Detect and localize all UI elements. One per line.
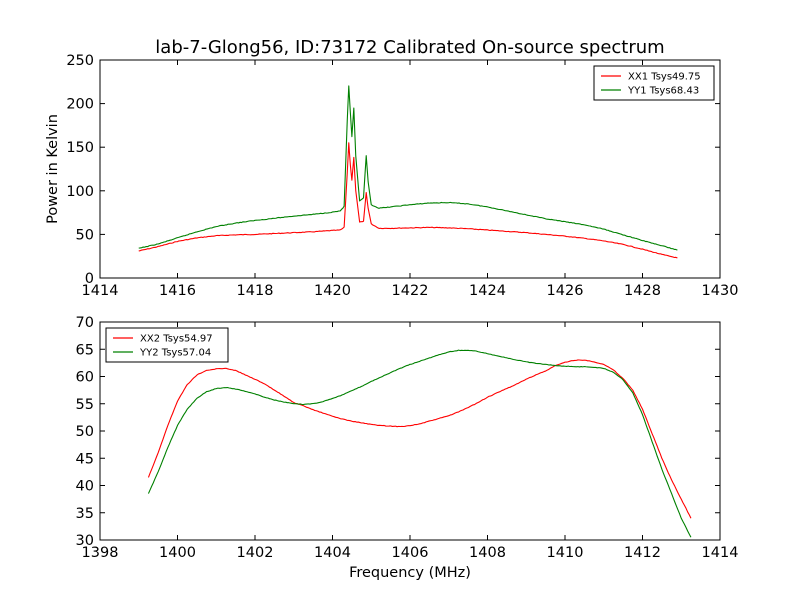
top-panel: 1414 1416 1418 1420 1422 1424 1426 1428 1430 0 50 1… (45, 53, 738, 299)
y-tick-label: 50 (76, 424, 94, 440)
x-axis-label: Frequency (MHz) (349, 565, 471, 581)
x-tick-label: 1430 (702, 283, 739, 299)
y-tick-label: 0 (85, 271, 94, 287)
bottom-panel: 1398 1400 1402 1404 1406 1408 1410 1412 1414 30 35… (76, 315, 739, 581)
top-axes: 1414 1416 1418 1420 1422 1424 1426 1428 1430 0 50 1… (66, 53, 738, 299)
y-tick-label: 45 (76, 451, 94, 467)
y-tick-label: 100 (66, 184, 94, 200)
y-tick-label: 65 (76, 342, 94, 358)
x-tick-label: 1420 (314, 283, 351, 299)
y-tick-label: 55 (76, 397, 94, 413)
x-tick-label: 1408 (469, 545, 506, 561)
legend-label: YY1 Tsys68.43 (627, 86, 699, 97)
x-tick-label: 1406 (392, 545, 429, 561)
x-tick-label: 1402 (237, 545, 274, 561)
series-line-1 (138, 142, 678, 259)
y-tick-label: 70 (76, 315, 94, 331)
x-tick-label: 1422 (392, 283, 429, 299)
y-tick-label: 60 (76, 370, 94, 386)
x-tick-label: 1424 (469, 283, 506, 299)
x-tick-label: 1414 (702, 545, 739, 561)
x-tick-label: 1428 (624, 283, 661, 299)
x-tick-label: 1416 (159, 283, 196, 299)
x-tick-label: 1400 (159, 545, 196, 561)
top-plot-area (138, 85, 678, 259)
top-y-axis-label: Power in Kelvin (45, 114, 61, 224)
x-tick-label: 1412 (624, 545, 661, 561)
series-line-2 (138, 85, 678, 251)
y-tick-label: 40 (76, 479, 94, 495)
bottom-plot-area (147, 349, 692, 538)
y-tick-label: 250 (66, 53, 94, 69)
legend-label: YY2 Tsys57.04 (139, 348, 211, 359)
x-tick-label: 1426 (547, 283, 584, 299)
x-tick-label: 1414 (82, 283, 119, 299)
y-tick-label: 30 (76, 533, 94, 549)
series-line-2 (147, 349, 692, 538)
x-tick-label: 1404 (314, 545, 351, 561)
top-legend: XX1 Tsys49.75 YY1 Tsys68.43 (593, 65, 715, 101)
legend-label: XX2 Tsys54.97 (140, 334, 213, 345)
legend-box (593, 65, 715, 101)
y-tick-label: 50 (76, 227, 94, 243)
y-tick-label: 200 (66, 97, 94, 113)
series-line-1 (147, 359, 692, 519)
y-tick-label: 150 (66, 140, 94, 156)
x-tick-label: 1418 (237, 283, 274, 299)
x-tick-label: 1398 (82, 545, 119, 561)
bottom-legend: XX2 Tsys54.97 YY2 Tsys57.04 (105, 327, 229, 363)
x-tick-label: 1410 (547, 545, 584, 561)
legend-box (105, 327, 229, 363)
chart-title: lab-7-Glong56, ID:73172 Calibrated On-so… (155, 37, 664, 58)
bottom-axes: 1398 1400 1402 1404 1406 1408 1410 1412 1414 30 35… (76, 315, 739, 561)
legend-label: XX1 Tsys49.75 (628, 72, 701, 83)
y-tick-label: 35 (76, 506, 94, 522)
